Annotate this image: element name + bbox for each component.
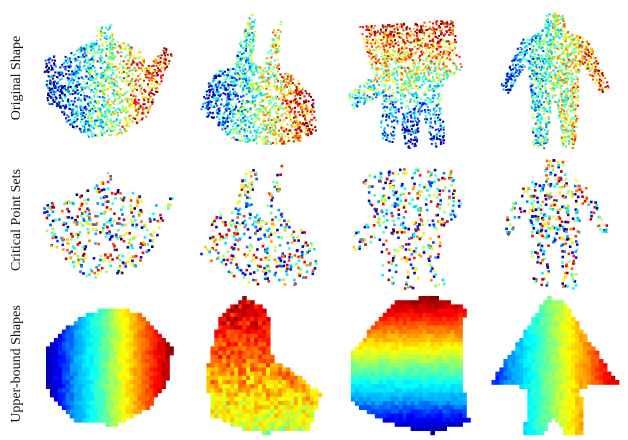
upper-bound-shape-bunny	[206, 296, 323, 436]
row-label-upper-bound-shapes: Upper-bound Shapes	[0, 292, 34, 436]
upper-bound-shape-teapot	[46, 308, 174, 427]
upper-bound-shape-hand	[350, 296, 471, 436]
critical-point-set-bunny	[200, 164, 318, 286]
original-shape-hand	[348, 20, 463, 150]
original-shape-human	[500, 12, 610, 150]
critical-point-set-human	[505, 159, 609, 290]
row-label-critical-point-sets: Critical Point Sets	[0, 150, 34, 290]
upper-bound-shape-human	[491, 296, 620, 436]
row-label-text: Original Shape	[9, 35, 24, 121]
figure-grid	[34, 0, 628, 440]
row-label-text: Upper-bound Shapes	[9, 305, 24, 423]
row-label-original-shape: Original Shape	[0, 8, 34, 148]
original-shape-bunny	[200, 13, 317, 145]
figure-canvas	[43, 12, 620, 436]
critical-point-set-hand	[352, 167, 462, 290]
critical-point-set-teapot	[43, 171, 174, 279]
row-label-text: Critical Point Sets	[9, 169, 25, 271]
original-shape-teapot	[43, 24, 173, 138]
